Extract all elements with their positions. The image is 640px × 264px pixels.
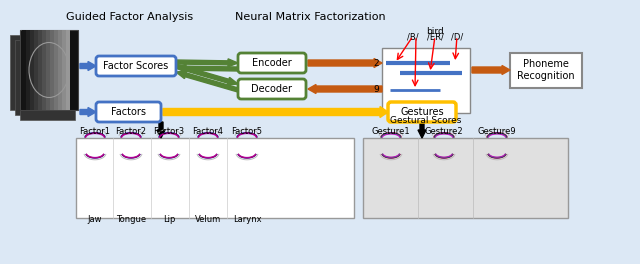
Bar — [10, 35, 65, 110]
Text: /B/: /B/ — [407, 33, 419, 42]
FancyBboxPatch shape — [96, 102, 161, 122]
Bar — [34, 30, 38, 110]
Bar — [382, 48, 470, 113]
FancyBboxPatch shape — [388, 102, 456, 122]
Text: Factors: Factors — [111, 107, 145, 117]
Bar — [76, 138, 354, 218]
FancyBboxPatch shape — [238, 53, 306, 73]
Bar — [38, 30, 42, 110]
Text: Gestural Scores: Gestural Scores — [390, 116, 461, 125]
FancyArrow shape — [418, 122, 426, 138]
FancyBboxPatch shape — [238, 79, 306, 99]
Text: 9: 9 — [373, 86, 379, 95]
Bar — [26, 30, 30, 110]
FancyArrow shape — [176, 71, 239, 92]
FancyArrow shape — [80, 107, 96, 116]
FancyArrow shape — [308, 84, 382, 93]
Text: Gestures: Gestures — [400, 107, 444, 117]
Bar — [20, 30, 78, 110]
Text: Gesture1: Gesture1 — [372, 127, 410, 136]
Text: Tongue: Tongue — [116, 215, 146, 224]
Text: Gesture2: Gesture2 — [425, 127, 463, 136]
FancyArrow shape — [176, 64, 238, 72]
FancyArrow shape — [163, 106, 388, 117]
Bar — [20, 45, 75, 120]
Text: 2: 2 — [373, 59, 379, 68]
FancyArrow shape — [175, 64, 238, 85]
Text: Factor5: Factor5 — [232, 127, 262, 136]
FancyBboxPatch shape — [96, 56, 176, 76]
Bar — [22, 30, 26, 110]
Text: Velum: Velum — [195, 215, 221, 224]
Text: Factor2: Factor2 — [115, 127, 147, 136]
FancyArrow shape — [308, 59, 382, 68]
FancyArrow shape — [176, 59, 238, 67]
Text: Gesture9: Gesture9 — [477, 127, 516, 136]
Text: /D/: /D/ — [451, 33, 463, 42]
Bar — [54, 30, 58, 110]
Text: /ER/: /ER/ — [427, 33, 444, 42]
Bar — [510, 53, 582, 88]
Text: Guided Factor Analysis: Guided Factor Analysis — [67, 12, 193, 22]
Text: Lip: Lip — [163, 215, 175, 224]
Bar — [46, 30, 50, 110]
Text: Neural Matrix Factorization: Neural Matrix Factorization — [235, 12, 385, 22]
Bar — [363, 138, 568, 218]
FancyArrow shape — [80, 62, 96, 70]
Text: Factor3: Factor3 — [154, 127, 184, 136]
Text: Larynx: Larynx — [233, 215, 261, 224]
Bar — [42, 30, 46, 110]
Text: Factor Scores: Factor Scores — [104, 61, 168, 71]
Bar — [30, 30, 34, 110]
Text: Factor1: Factor1 — [79, 127, 111, 136]
FancyArrow shape — [472, 65, 510, 74]
Text: Encoder: Encoder — [252, 58, 292, 68]
Bar — [58, 30, 62, 110]
Text: Jaw: Jaw — [88, 215, 102, 224]
FancyArrow shape — [157, 122, 165, 138]
Text: bird: bird — [426, 27, 444, 36]
Text: Factor4: Factor4 — [193, 127, 223, 136]
Text: Phoneme
Recognition: Phoneme Recognition — [517, 59, 575, 81]
Bar — [62, 30, 66, 110]
Bar — [50, 30, 54, 110]
Bar — [15, 40, 70, 115]
Text: Decoder: Decoder — [252, 84, 292, 94]
Bar — [66, 30, 70, 110]
